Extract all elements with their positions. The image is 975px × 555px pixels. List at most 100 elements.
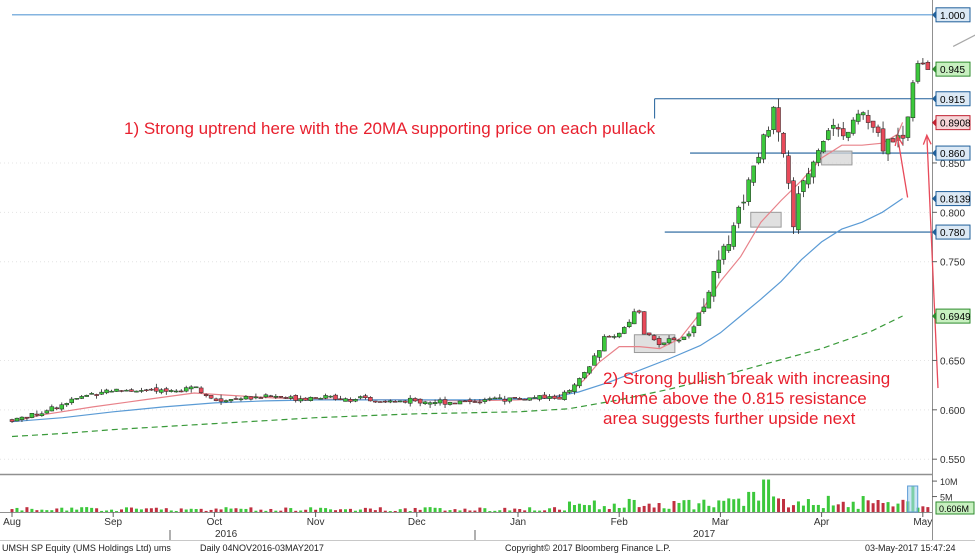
candle-body: [119, 390, 124, 392]
candle: [94, 393, 99, 399]
volume-bar: [791, 505, 795, 512]
timestamp-label: 03-May-2017 15:47:24: [865, 543, 956, 553]
candle-body: [865, 115, 871, 123]
candle-body: [49, 406, 55, 412]
volume-bar: [597, 509, 601, 512]
candle-body: [617, 332, 622, 338]
candle: [178, 389, 184, 393]
candle-body: [656, 338, 662, 345]
candle: [144, 388, 149, 392]
candle: [412, 397, 418, 402]
candle: [99, 389, 104, 395]
candle: [855, 109, 861, 125]
volume-bar: [921, 506, 925, 512]
candle-body: [218, 398, 224, 402]
candle: [308, 396, 313, 402]
price-label-pointer: [932, 228, 936, 237]
candle: [467, 397, 473, 405]
candle-body: [248, 396, 254, 400]
volume-bar: [667, 508, 671, 512]
volume-bar: [448, 510, 452, 512]
volume-bar: [194, 509, 198, 512]
candle-body: [831, 124, 836, 129]
candle-body: [343, 398, 348, 402]
price-label-text: 0.8139: [940, 195, 971, 206]
candle-body: [233, 398, 239, 400]
candle: [383, 400, 388, 403]
year-label-0: 2016: [215, 529, 238, 540]
candle-body: [587, 366, 592, 374]
price-axis-labels: 1.000 0.945 0.915 0.8908 0.860 0.8139 0.780 0.6…: [932, 7, 971, 324]
candle-body: [826, 130, 831, 140]
arrow-head-0: [894, 134, 904, 147]
candle: [203, 393, 209, 398]
candle-body: [666, 338, 672, 344]
month-label-6: Feb: [611, 517, 629, 528]
year-label-1: 2017: [693, 529, 716, 540]
volume-bar: [249, 507, 253, 512]
volume-bar: [478, 507, 482, 512]
candle-body: [109, 390, 114, 393]
volume-bar: [169, 510, 173, 512]
candle-body: [547, 396, 552, 399]
volume-bar: [348, 508, 352, 512]
volume-bar: [861, 496, 865, 512]
candle: [243, 395, 249, 400]
volume-bar: [886, 502, 890, 512]
candle: [69, 396, 74, 405]
candle-body: [816, 150, 821, 163]
candle: [238, 397, 244, 402]
candle: [741, 194, 746, 211]
candle-body: [751, 165, 756, 183]
candle-body: [263, 394, 269, 398]
volume-bar: [443, 510, 447, 512]
candle: [477, 399, 483, 405]
candle: [676, 338, 682, 344]
candle-body: [124, 389, 129, 392]
price-label-3: 0.8908: [932, 115, 971, 131]
volume-bar: [149, 508, 153, 512]
candle-body: [567, 390, 572, 393]
candle-body: [94, 394, 99, 396]
volume-bar: [493, 510, 497, 512]
candle: [651, 334, 657, 341]
candle-body: [363, 395, 368, 399]
price-tick-2: 0.650: [940, 356, 965, 367]
volume-bar: [567, 501, 571, 512]
candle-body: [159, 389, 164, 393]
volume-bar: [697, 503, 701, 512]
candle-body: [139, 390, 144, 392]
candle: [432, 399, 438, 406]
candle: [343, 397, 348, 402]
candle-body: [482, 399, 488, 402]
volume-bar: [742, 505, 746, 512]
volume-bar: [274, 510, 278, 512]
volume-bar: [100, 510, 104, 512]
volume-bar: [582, 504, 586, 512]
volume-bar: [627, 498, 631, 512]
candle: [54, 406, 60, 411]
annotation-2-line-3: area suggests further upside next: [603, 409, 856, 428]
candle-body: [328, 395, 333, 398]
candle: [64, 402, 70, 407]
volume-bar: [85, 507, 89, 512]
candle: [159, 388, 164, 395]
candle: [402, 400, 408, 404]
candle-body: [661, 342, 667, 345]
volume-bar: [214, 508, 218, 512]
volume-bar: [831, 505, 835, 512]
candle: [213, 397, 219, 402]
month-label-7: Mar: [712, 517, 730, 528]
volume-bar: [339, 509, 343, 512]
candle-body: [114, 388, 119, 392]
candle-body: [402, 400, 408, 403]
candle: [472, 399, 478, 403]
volume-bar: [901, 499, 905, 512]
candle: [258, 396, 264, 399]
candle: [592, 353, 597, 366]
candle-body: [442, 399, 448, 405]
volume-bar: [488, 511, 492, 512]
candle: [507, 397, 512, 404]
candle: [124, 389, 129, 392]
volume-bar: [319, 507, 323, 512]
